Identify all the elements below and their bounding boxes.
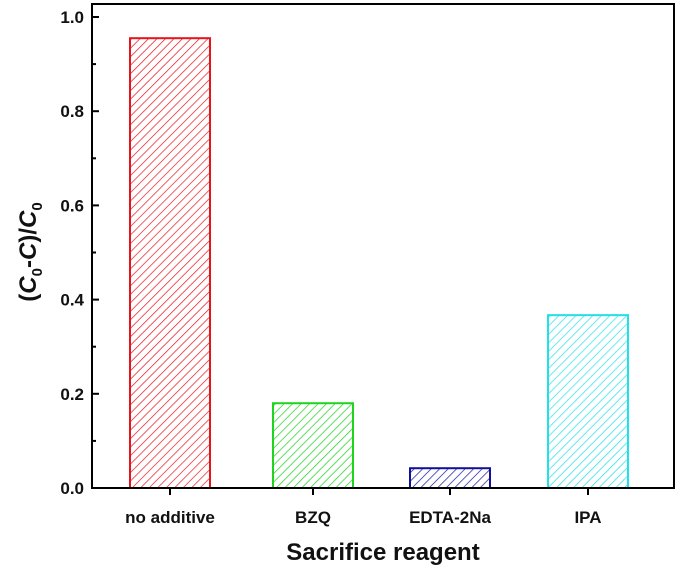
plot-frame: [91, 3, 675, 489]
y-tick-label: 0.4: [60, 291, 84, 310]
bars: [129, 37, 629, 489]
x-axis-title: Sacrifice reagent: [286, 539, 479, 566]
y-axis-title-c3: C: [15, 210, 42, 228]
y-axis-title-mid: -: [15, 260, 42, 268]
y-tick-label: 0.2: [60, 385, 84, 404]
bar-bzq: [272, 402, 354, 489]
x-tick-label: no additive: [125, 508, 215, 527]
x-tick-label: EDTA-2Na: [409, 508, 491, 527]
y-tick-label: 1.0: [60, 8, 84, 27]
y-tick-label: 0.6: [60, 196, 84, 215]
y-axis-title-open: (: [15, 294, 42, 302]
x-ticks: no additive BZQ EDTA-2Na IPA: [125, 488, 602, 527]
y-axis-title-close: )/: [15, 228, 42, 243]
y-tick-label: 0.0: [60, 479, 84, 498]
y-axis-title-c1: C: [15, 276, 42, 294]
bar-ipa: [547, 314, 629, 489]
y-axis-title-sub3: 0: [29, 202, 46, 210]
x-tick-label: IPA: [574, 508, 601, 527]
y-axis-title-sub1: 0: [29, 268, 46, 276]
svg-text:(C0-C)/C0: (C0-C)/C0: [15, 202, 46, 301]
y-axis-title: (C0-C)/C0: [15, 202, 46, 301]
y-axis-title-c2: C: [15, 242, 42, 260]
bar-no-additive: [129, 37, 211, 489]
y-ticks: 0.0 0.2 0.4 0.6 0.8 1.0: [60, 8, 99, 498]
x-tick-label: BZQ: [295, 508, 331, 527]
y-tick-label: 0.8: [60, 102, 84, 121]
bar-edta-2na: [409, 467, 491, 489]
